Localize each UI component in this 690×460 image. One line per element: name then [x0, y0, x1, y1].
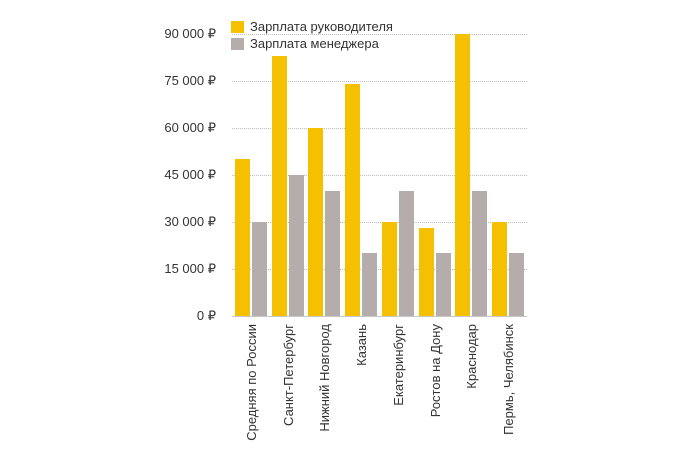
x-category-label: Казань — [354, 324, 370, 366]
bar-manager-head-salary — [491, 222, 507, 316]
gridline — [232, 128, 527, 129]
x-category-label: Краснодар — [464, 324, 480, 389]
x-category-label: Пермь, Челябинск — [500, 324, 516, 435]
bar-manager-salary — [362, 253, 378, 316]
y-tick-label: 60 000 ₽ — [164, 120, 216, 135]
y-tick-label: 45 000 ₽ — [164, 167, 216, 182]
bar-manager-salary — [325, 190, 341, 316]
x-category-label: Екатеринбург — [390, 324, 406, 406]
x-category-label: Средняя по России — [244, 324, 259, 441]
y-tick-label: 0 ₽ — [196, 308, 216, 323]
legend-item: Зарплата менеджера — [231, 35, 393, 52]
bar-manager-salary — [252, 222, 267, 316]
legend-swatch-icon — [231, 20, 244, 33]
y-tick-label: 90 000 ₽ — [164, 26, 216, 41]
bar-manager-head-salary — [235, 159, 250, 316]
bar-manager-salary — [398, 190, 414, 316]
y-tick-label: 15 000 ₽ — [164, 261, 216, 276]
legend: Зарплата руководителя Зарплата менеджера — [231, 18, 393, 52]
bar-manager-salary — [435, 253, 451, 316]
legend-label: Зарплата менеджера — [250, 36, 379, 51]
y-tick-label: 75 000 ₽ — [164, 73, 216, 88]
gridline — [232, 269, 527, 270]
bar-manager-salary — [288, 175, 304, 316]
bar-manager-salary — [472, 190, 488, 316]
bar-manager-head-salary — [418, 228, 434, 316]
y-tick-label: 30 000 ₽ — [164, 214, 216, 229]
bar-manager-head-salary — [345, 84, 361, 316]
bar-manager-head-salary — [271, 55, 287, 316]
legend-item: Зарплата руководителя — [231, 18, 393, 35]
gridline — [232, 34, 527, 35]
bar-manager-salary — [508, 253, 524, 316]
legend-label: Зарплата руководителя — [250, 19, 393, 34]
x-category-label: Санкт-Петербург — [280, 324, 296, 426]
x-category-label: Нижний Новгород — [317, 324, 333, 432]
gridline — [232, 81, 527, 82]
bar-manager-head-salary — [381, 222, 397, 316]
x-category-label: Ростов на Дону — [427, 324, 443, 418]
x-axis-line — [232, 316, 527, 317]
legend-swatch-icon — [231, 37, 244, 50]
gridline — [232, 175, 527, 176]
gridline — [232, 222, 527, 223]
bar-manager-head-salary — [455, 34, 471, 316]
bar-manager-head-salary — [308, 128, 324, 316]
